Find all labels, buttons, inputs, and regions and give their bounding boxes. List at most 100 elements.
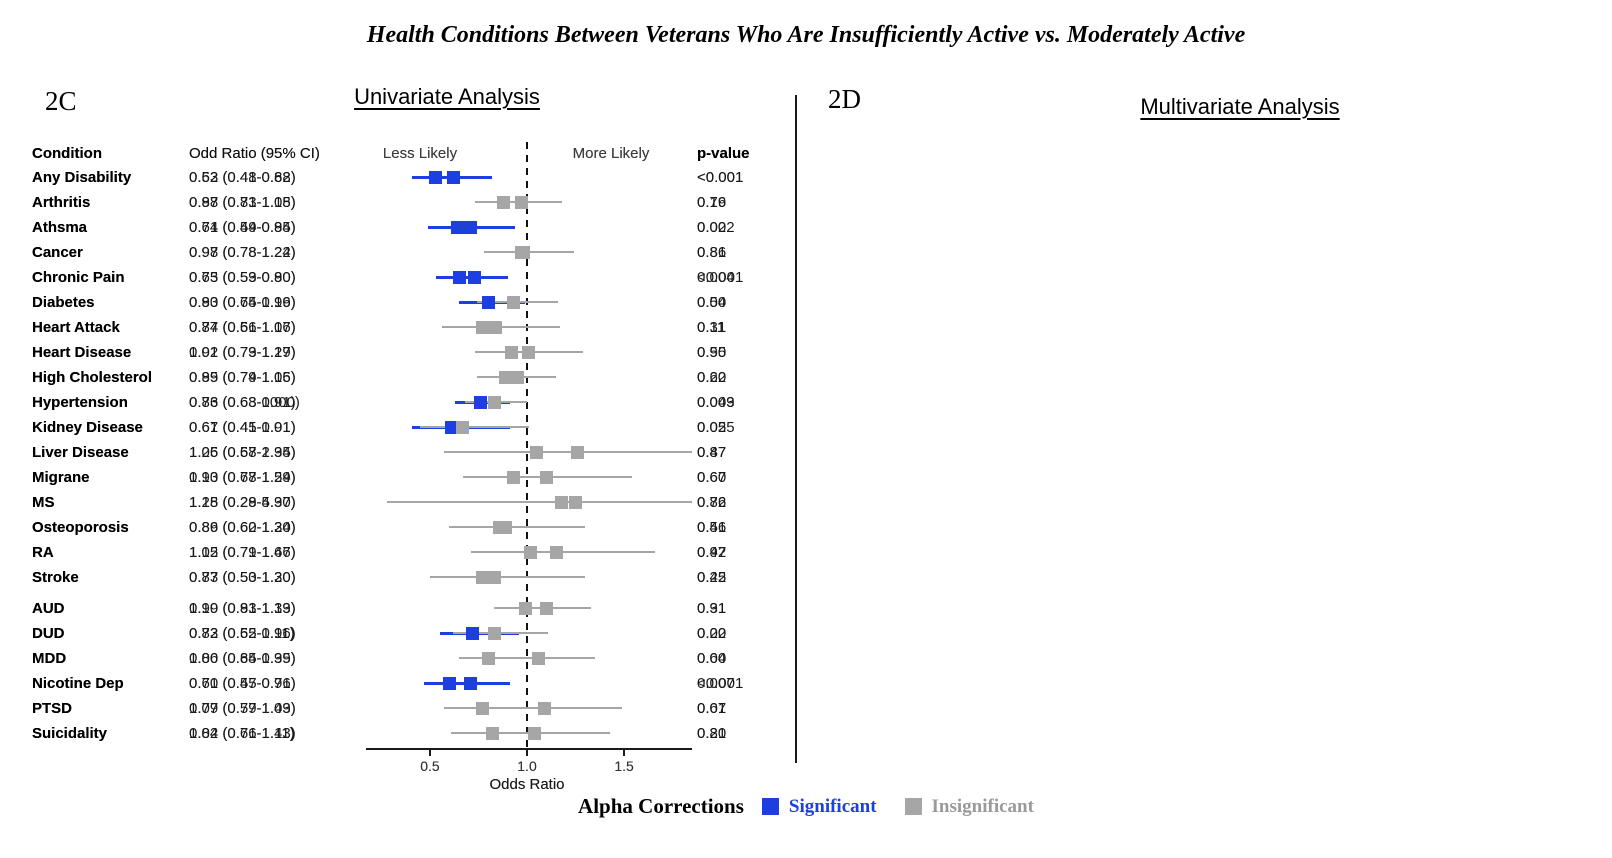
- or-marker: [504, 345, 518, 359]
- row-odds-ratio-ci: 0.67 (0.45-1.01): [189, 419, 296, 436]
- row-odds-ratio-ci: 1.25 (0.29-5.30): [189, 494, 296, 511]
- row-condition: MS: [32, 494, 55, 511]
- column-header-p-value: p-value: [697, 145, 750, 162]
- row-odds-ratio-ci: 0.97 (0.81-1.18): [189, 194, 296, 211]
- or-marker: [514, 195, 528, 209]
- row-p-value: 0.31: [697, 600, 727, 617]
- row-odds-ratio-ci: 0.77 (0.50-1.20): [189, 569, 296, 586]
- row-condition: PTSD: [32, 700, 73, 717]
- row-condition: DUD: [32, 625, 65, 642]
- or-marker: [487, 395, 501, 409]
- axis-tick-label: 1.0: [517, 758, 537, 774]
- row-condition: Athsma: [32, 219, 88, 236]
- row-p-value: 0.04: [697, 650, 727, 667]
- or-marker: [516, 245, 530, 259]
- panel-divider: [795, 95, 797, 763]
- row-condition: Heart Attack: [32, 319, 120, 336]
- or-marker: [532, 651, 546, 665]
- axis-tick: [526, 749, 528, 756]
- ci-line: [484, 476, 632, 478]
- row-condition: Osteoporosis: [32, 519, 129, 536]
- ci-line: [453, 526, 586, 528]
- or-marker: [489, 320, 503, 334]
- significant-swatch-icon: [761, 798, 779, 815]
- row-odds-ratio-ci: 0.83 (0.68-1000): [189, 394, 300, 411]
- row-odds-ratio-ci: 1.26 (0.68-2.35): [189, 444, 296, 461]
- ci-line: [420, 426, 529, 428]
- panel-label-2c: 2C: [45, 86, 77, 116]
- row-odds-ratio-ci: 0.82 (0.61-1.11): [189, 725, 295, 742]
- panel-subtitle-multivariate: Multivariate Analysis: [1140, 94, 1340, 119]
- row-p-value: 0.004: [697, 269, 735, 286]
- or-marker: [506, 295, 520, 309]
- ci-line: [495, 657, 595, 659]
- row-p-value: 0.055: [697, 419, 735, 436]
- row-p-value: <0.001: [697, 269, 744, 286]
- row-odds-ratio-ci: 1.10 (0.78-1.54): [189, 469, 296, 486]
- row-odds-ratio-ci: 0.86 (0.60-1.24): [189, 519, 296, 536]
- axis-tick: [623, 749, 626, 756]
- row-odds-ratio-ci: 0.77 (0.57-1.03): [189, 700, 296, 717]
- column-header-less-likely: Less Likely: [382, 145, 458, 162]
- row-condition: MS: [32, 494, 55, 511]
- or-marker: [466, 626, 480, 640]
- row-p-value: 0.07: [697, 700, 727, 717]
- row-odds-ratio-ci: 1.15 (0.79-1.66): [189, 544, 296, 561]
- or-marker: [539, 470, 553, 484]
- row-p-value: <0.001: [697, 169, 744, 186]
- column-header-more-likely: More Likely: [572, 145, 650, 162]
- row-condition: AUD: [32, 600, 65, 617]
- row-p-value: 0.04: [697, 294, 727, 311]
- or-marker: [481, 651, 495, 665]
- legend-insignificant-label: Insignificant: [931, 795, 1034, 817]
- row-p-value: 0.02: [697, 625, 727, 642]
- row-condition: AUD: [32, 600, 65, 617]
- axis-tick: [428, 749, 431, 756]
- row-condition: Chronic Pain: [32, 269, 125, 286]
- or-marker: [475, 320, 489, 334]
- row-odds-ratio-ci: 0.73 (0.59-0.90): [189, 269, 296, 286]
- row-p-value: 0.20: [697, 625, 727, 642]
- row-condition: Migrane: [32, 469, 90, 486]
- row-odds-ratio-ci: 0.60 (0.47-0.76): [189, 675, 296, 692]
- row-condition: Kidney Disease: [32, 419, 143, 436]
- or-marker: [446, 170, 460, 184]
- row-odds-ratio-ci: 0.64 (0.49-0.85): [189, 219, 296, 236]
- row-p-value: 0.003: [697, 394, 735, 411]
- or-marker: [487, 570, 501, 584]
- row-p-value: 0.42: [697, 569, 727, 586]
- row-condition: MDD: [32, 650, 67, 667]
- row-condition: Hypertension: [32, 394, 128, 411]
- figure-title: Health Conditions Between Veterans Who A…: [366, 22, 1246, 48]
- row-condition: Hypertension: [32, 394, 128, 411]
- row-odds-ratio-ci: 0.83 (0.62-1.11): [189, 625, 295, 642]
- or-marker: [528, 726, 542, 740]
- ci-line: [480, 732, 611, 734]
- row-condition: Suicidality: [32, 725, 108, 742]
- row-p-value: 0.007: [697, 675, 735, 692]
- row-odds-ratio-ci: 0.76 (0.63-0.91): [189, 394, 296, 411]
- row-condition: Migrane: [32, 469, 90, 486]
- x-axis-line: [366, 748, 692, 750]
- or-marker: [452, 270, 466, 284]
- row-odds-ratio-ci: 1.04 (0.76-1.43): [189, 725, 296, 742]
- row-odds-ratio-ci: 0.53 (0.41-0.68): [189, 169, 296, 186]
- row-condition: Nicotine Dep: [32, 675, 124, 692]
- or-marker: [475, 701, 489, 715]
- row-condition: Any Disability: [32, 169, 132, 186]
- row-condition: Diabetes: [32, 294, 95, 311]
- row-condition: Heart Disease: [32, 344, 132, 361]
- or-marker: [539, 601, 553, 615]
- row-p-value: <0.001: [697, 169, 744, 186]
- row-p-value: 0.67: [697, 469, 727, 486]
- row-p-value: 0.81: [697, 725, 727, 742]
- or-marker: [444, 420, 458, 434]
- or-marker: [475, 570, 489, 584]
- legend-significant-label: Significant: [788, 795, 877, 817]
- column-header-odds-ratio: Odd Ratio (95% CI): [189, 145, 320, 162]
- row-p-value: 0.002: [697, 219, 735, 236]
- plot-area: Odds Ratio 0.5 1.0 1.5: [362, 130, 692, 810]
- row-odds-ratio-ci: 0.98 (0.78-1.24): [189, 244, 296, 261]
- or-marker: [506, 470, 520, 484]
- alpha-corrections-legend: Alpha Corrections Significant Insignific…: [0, 794, 1612, 819]
